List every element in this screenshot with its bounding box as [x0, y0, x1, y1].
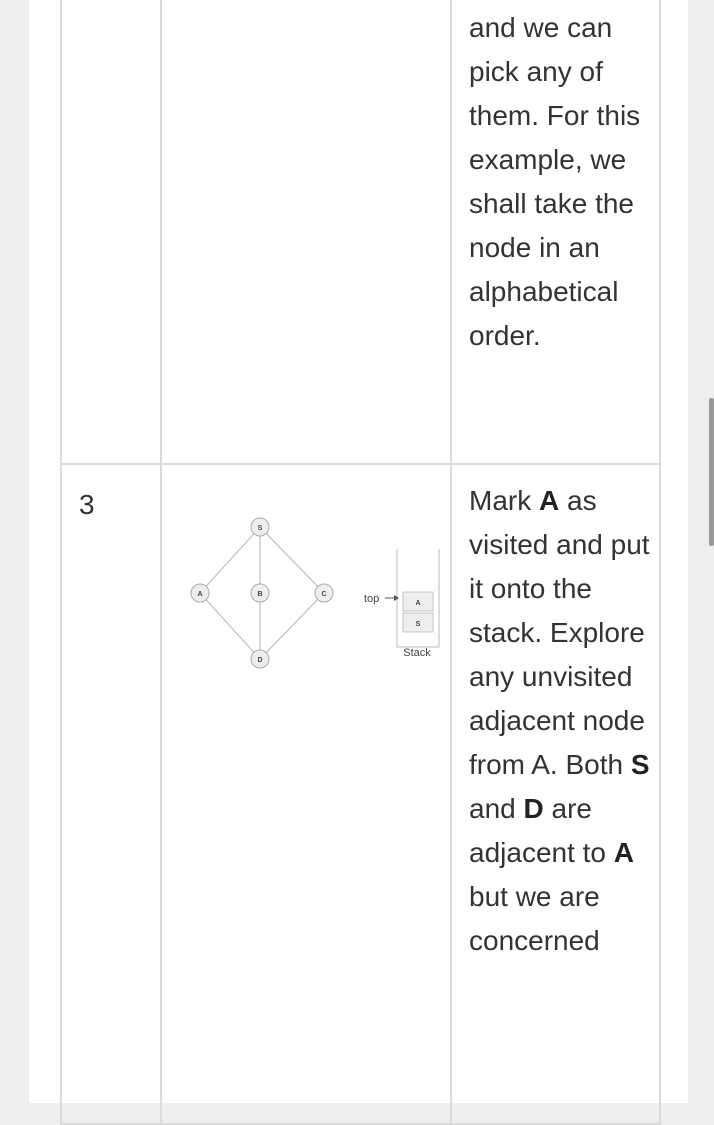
desc-text: are adjacent to	[469, 793, 614, 868]
edge-s-a	[199, 526, 261, 594]
stack-item-s	[402, 612, 434, 633]
stack-top-label: top	[364, 593, 379, 605]
dfs-graph-diagram: S A B C D A S	[190, 517, 440, 669]
description-cell: and we can pick any of them. For this ex…	[450, 0, 661, 465]
step-description: Mark A as visited and put it onto the st…	[452, 465, 659, 963]
top-arrow-head	[394, 595, 399, 601]
desc-text: and	[469, 793, 524, 824]
scrollbar-thumb[interactable]	[709, 398, 714, 546]
node-label-c: C	[321, 591, 326, 598]
desc-bold-node: S	[630, 749, 650, 780]
graph-node-s	[250, 517, 270, 537]
stack-caption: Stack	[403, 647, 431, 659]
stack-item-label-a: A	[415, 600, 420, 607]
edge-a-d	[199, 592, 261, 660]
step-description: and we can pick any of them. For this ex…	[469, 12, 641, 351]
edge-s-c	[259, 526, 325, 594]
description-cell: Mark A as visited and put it onto the st…	[450, 463, 661, 1125]
desc-bold-node: A	[613, 837, 635, 868]
step-number	[62, 0, 160, 24]
desc-bold-node: A	[539, 485, 560, 516]
node-label-b: B	[257, 591, 262, 598]
stack-item-label-s: S	[416, 621, 421, 628]
edge-c-d	[259, 592, 325, 660]
figure-cell	[160, 0, 452, 465]
node-label-a: A	[197, 591, 202, 598]
desc-text: but we are concerned	[469, 881, 600, 956]
step-number-cell	[60, 0, 162, 465]
steps-table: and we can pick any of them. For this ex…	[60, 0, 661, 1125]
graph-node-a	[190, 583, 210, 603]
graph-node-b	[250, 583, 270, 603]
table-row: 3 S A B	[60, 463, 661, 1125]
desc-bold-node: D	[523, 793, 544, 824]
node-label-s: S	[258, 525, 263, 532]
graph-edges	[199, 526, 325, 660]
graph-node-c	[314, 583, 334, 603]
stack-item-a	[402, 591, 434, 612]
desc-text: Mark	[469, 485, 539, 516]
step-number: 3	[79, 489, 95, 520]
node-label-d: D	[257, 657, 262, 664]
stack-diagram: A S top Stack	[364, 549, 440, 659]
graph-node-d	[250, 649, 270, 669]
desc-text: as visited and put it onto the stack. Ex…	[469, 485, 650, 780]
figure-cell: S A B C D A S	[160, 463, 452, 1125]
step-number-cell: 3	[60, 463, 162, 1125]
table-row: and we can pick any of them. For this ex…	[60, 0, 661, 465]
